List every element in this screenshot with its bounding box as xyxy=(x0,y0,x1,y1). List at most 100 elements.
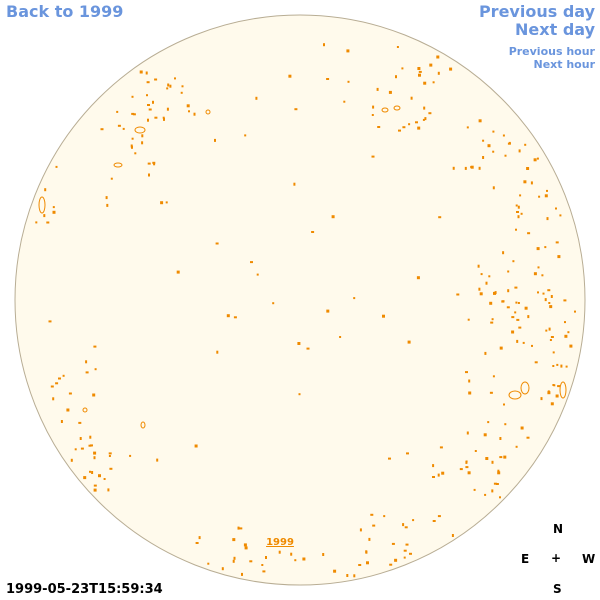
marker-dot xyxy=(181,85,184,88)
marker-dot xyxy=(215,242,219,245)
marker-dot xyxy=(152,161,156,164)
marker-dot xyxy=(297,342,301,345)
marker-dot xyxy=(489,301,493,305)
marker-dot xyxy=(555,207,557,210)
marker-dot xyxy=(524,306,528,310)
marker-dot xyxy=(492,130,495,133)
marker-dot xyxy=(105,196,108,200)
marker-dot xyxy=(410,96,413,100)
marker-dot xyxy=(134,152,137,155)
marker-dot xyxy=(339,336,342,338)
marker-dot xyxy=(456,293,460,296)
back-to-year-link[interactable]: Back to 1999 xyxy=(6,2,124,21)
marker-dot xyxy=(371,155,375,158)
marker-dot xyxy=(122,127,125,130)
marker-dot xyxy=(169,84,172,88)
marker-dot xyxy=(485,457,489,460)
marker-dot xyxy=(103,478,106,480)
marker-dot xyxy=(564,334,568,338)
marker-dot xyxy=(538,195,541,198)
marker-dot xyxy=(523,180,527,184)
marker-dot xyxy=(153,163,156,166)
marker-dot xyxy=(80,447,84,450)
marker-dot xyxy=(92,393,96,397)
marker-dot xyxy=(437,515,441,518)
marker-dot xyxy=(130,144,133,148)
marker-dot xyxy=(515,228,517,231)
marker-dot xyxy=(407,340,411,344)
marker-dot xyxy=(288,74,292,78)
marker-dot xyxy=(359,528,362,532)
marker-dot xyxy=(347,80,350,83)
marker-dot xyxy=(250,261,253,264)
marker-dot xyxy=(358,564,362,566)
marker-dot xyxy=(109,467,113,470)
marker-dot xyxy=(544,194,548,198)
marker-dot xyxy=(377,126,381,128)
marker-ring xyxy=(82,407,88,413)
marker-dot xyxy=(569,344,573,348)
marker-dot xyxy=(507,270,510,273)
marker-dot xyxy=(497,469,500,472)
marker-dot xyxy=(563,299,567,302)
marker-dot xyxy=(478,166,481,170)
marker-dot xyxy=(507,289,510,293)
marker-dot xyxy=(555,241,559,244)
marker-dot xyxy=(58,377,61,380)
marker-ring xyxy=(140,421,146,429)
marker-dot xyxy=(559,214,562,217)
marker-dot xyxy=(531,344,533,347)
next-day-link[interactable]: Next day xyxy=(515,20,595,39)
marker-dot xyxy=(550,336,554,338)
marker-ring xyxy=(508,390,522,400)
marker-dot xyxy=(518,326,522,329)
marker-dot xyxy=(166,87,169,90)
marker-dot xyxy=(70,458,73,462)
marker-dot xyxy=(147,162,151,165)
marker-dot xyxy=(165,201,168,204)
marker-dot xyxy=(491,318,494,321)
marker-dot xyxy=(368,537,371,541)
marker-dot xyxy=(90,444,93,447)
marker-dot xyxy=(372,524,376,527)
marker-dot xyxy=(436,55,440,59)
marker-dot xyxy=(515,301,518,304)
marker-dot xyxy=(465,466,469,469)
marker-dot xyxy=(152,100,154,104)
marker-ring xyxy=(559,381,567,399)
marker-dot xyxy=(491,460,494,464)
previous-day-link[interactable]: Previous day xyxy=(478,2,595,21)
next-hour-link[interactable]: Next hour xyxy=(533,58,596,71)
marker-dot xyxy=(499,496,501,499)
marker-dot xyxy=(511,330,515,334)
marker-dot xyxy=(547,289,551,292)
marker-dot xyxy=(520,426,524,430)
marker-dot xyxy=(508,141,511,144)
marker-dot xyxy=(52,206,55,209)
marker-dot xyxy=(163,117,165,121)
marker-dot xyxy=(432,476,435,478)
marker-dot xyxy=(233,556,236,560)
marker-dot xyxy=(194,444,198,448)
marker-dot xyxy=(408,123,411,126)
marker-dot xyxy=(44,188,47,192)
marker-dot xyxy=(537,266,540,269)
marker-dot xyxy=(93,451,97,455)
marker-dot xyxy=(46,221,50,224)
marker-dot xyxy=(94,368,97,371)
marker-dot xyxy=(546,189,548,192)
marker-dot xyxy=(382,314,385,318)
marker-dot xyxy=(261,564,264,566)
marker-dot xyxy=(294,108,298,111)
marker-dot xyxy=(527,232,531,235)
marker-dot xyxy=(422,118,425,121)
year-link[interactable]: 1999 xyxy=(266,537,294,548)
marker-dot xyxy=(298,393,301,396)
marker-dot xyxy=(365,550,368,554)
previous-hour-link[interactable]: Previous hour xyxy=(508,45,595,58)
marker-dot xyxy=(141,141,144,145)
marker-dot xyxy=(146,94,148,97)
marker-dot xyxy=(483,433,487,437)
marker-dot xyxy=(132,113,136,116)
marker-dot xyxy=(186,104,190,108)
